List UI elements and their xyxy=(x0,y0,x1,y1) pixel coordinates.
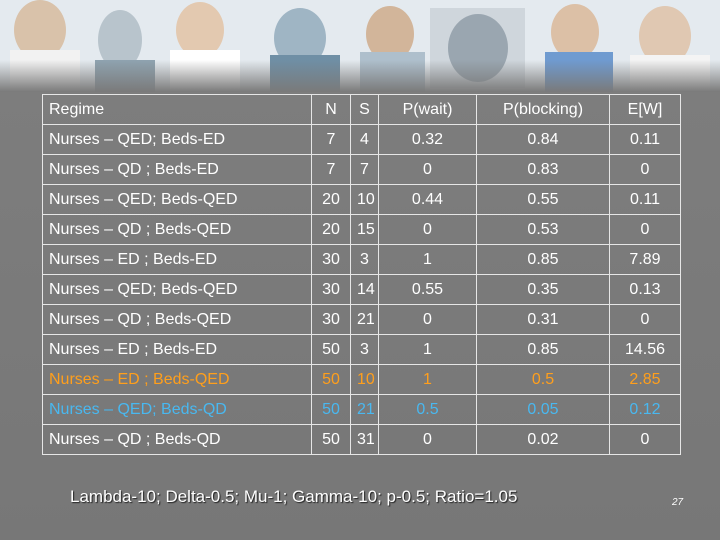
cell-p-blocking: 0.35 xyxy=(476,274,610,305)
header-s: S xyxy=(350,94,379,125)
cell-regime: Nurses – QD ; Beds-QED xyxy=(42,304,312,335)
cell-p-wait: 0 xyxy=(378,214,477,245)
cell-p-wait: 1 xyxy=(378,334,477,365)
cell-p-blocking: 0.02 xyxy=(476,424,610,455)
cell-p-blocking: 0.85 xyxy=(476,334,610,365)
cell-n: 50 xyxy=(311,364,351,395)
cell-s: 21 xyxy=(350,394,379,425)
cell-ew: 0.11 xyxy=(609,184,681,215)
cell-p-blocking: 0.31 xyxy=(476,304,610,335)
header-ew: E[W] xyxy=(609,94,681,125)
cell-n: 7 xyxy=(311,154,351,185)
cell-s: 15 xyxy=(350,214,379,245)
cell-p-wait: 0.32 xyxy=(378,124,477,155)
cell-p-wait: 0.44 xyxy=(378,184,477,215)
cell-p-wait: 1 xyxy=(378,244,477,275)
table-row: Nurses – QED; Beds-QED 30 14 0.55 0.35 0.13 xyxy=(42,274,681,305)
cell-ew: 14.56 xyxy=(609,334,681,365)
table-row: Nurses – ED ; Beds-QED 50 10 1 0.5 2.85 xyxy=(42,364,681,395)
cell-n: 30 xyxy=(311,274,351,305)
cell-n: 50 xyxy=(311,424,351,455)
table-row: Nurses – QED; Beds-QED 20 10 0.44 0.55 0.11 xyxy=(42,184,681,215)
header-n: N xyxy=(311,94,351,125)
cell-regime: Nurses – QED; Beds-ED xyxy=(42,124,312,155)
cell-s: 31 xyxy=(350,424,379,455)
cell-p-blocking: 0.83 xyxy=(476,154,610,185)
cell-regime: Nurses – QED; Beds-QED xyxy=(42,274,312,305)
regime-results-table: Regime N S P(wait) P(blocking) E[W] Nurs… xyxy=(42,94,681,455)
cell-n: 20 xyxy=(311,214,351,245)
cell-n: 50 xyxy=(311,334,351,365)
cell-p-wait: 0 xyxy=(378,304,477,335)
cell-regime: Nurses – QED; Beds-QED xyxy=(42,184,312,215)
table-row: Nurses – ED ; Beds-ED 30 3 1 0.85 7.89 xyxy=(42,244,681,275)
cell-p-blocking: 0.84 xyxy=(476,124,610,155)
cell-ew: 0.11 xyxy=(609,124,681,155)
cell-ew: 0 xyxy=(609,154,681,185)
header-photo-banner xyxy=(0,0,720,92)
cell-n: 20 xyxy=(311,184,351,215)
cell-regime: Nurses – ED ; Beds-ED xyxy=(42,244,312,275)
cell-ew: 0.13 xyxy=(609,274,681,305)
page-number: 27 xyxy=(672,497,684,508)
table-row: Nurses – QD ; Beds-QED 20 15 0 0.53 0 xyxy=(42,214,681,245)
cell-p-blocking: 0.85 xyxy=(476,244,610,275)
header-p-blocking: P(blocking) xyxy=(476,94,610,125)
table-row: Nurses – QED; Beds-QD 50 21 0.5 0.05 0.12 xyxy=(42,394,681,425)
cell-s: 3 xyxy=(350,334,379,365)
cell-ew: 2.85 xyxy=(609,364,681,395)
cell-ew: 0 xyxy=(609,424,681,455)
cell-n: 30 xyxy=(311,244,351,275)
table-row: Nurses – ED ; Beds-ED 50 3 1 0.85 14.56 xyxy=(42,334,681,365)
cell-s: 3 xyxy=(350,244,379,275)
cell-s: 7 xyxy=(350,154,379,185)
cell-p-wait: 1 xyxy=(378,364,477,395)
cell-p-blocking: 0.55 xyxy=(476,184,610,215)
table-header-row: Regime N S P(wait) P(blocking) E[W] xyxy=(42,94,681,125)
cell-p-wait: 0 xyxy=(378,424,477,455)
table-row: Nurses – QD ; Beds-ED 7 7 0 0.83 0 xyxy=(42,154,681,185)
cell-p-wait: 0 xyxy=(378,154,477,185)
cell-regime: Nurses – ED ; Beds-QED xyxy=(42,364,312,395)
cell-p-wait: 0.55 xyxy=(378,274,477,305)
cell-p-blocking: 0.53 xyxy=(476,214,610,245)
cell-s: 10 xyxy=(350,184,379,215)
cell-p-wait: 0.5 xyxy=(378,394,477,425)
table-row: Nurses – QD ; Beds-QED 30 21 0 0.31 0 xyxy=(42,304,681,335)
cell-ew: 7.89 xyxy=(609,244,681,275)
cell-regime: Nurses – QED; Beds-QD xyxy=(42,394,312,425)
cell-ew: 0 xyxy=(609,304,681,335)
cell-regime: Nurses – QD ; Beds-QD xyxy=(42,424,312,455)
cell-s: 10 xyxy=(350,364,379,395)
parameters-caption: Lambda-10; Delta-0.5; Mu-1; Gamma-10; p-… xyxy=(70,487,518,506)
header-p-wait: P(wait) xyxy=(378,94,477,125)
cell-s: 14 xyxy=(350,274,379,305)
cell-n: 7 xyxy=(311,124,351,155)
table-row: Nurses – QED; Beds-ED 7 4 0.32 0.84 0.11 xyxy=(42,124,681,155)
banner-fade xyxy=(0,60,720,92)
table-row: Nurses – QD ; Beds-QD 50 31 0 0.02 0 xyxy=(42,424,681,455)
header-regime: Regime xyxy=(42,94,312,125)
cell-ew: 0 xyxy=(609,214,681,245)
cell-n: 50 xyxy=(311,394,351,425)
cell-s: 4 xyxy=(350,124,379,155)
cell-n: 30 xyxy=(311,304,351,335)
cell-p-blocking: 0.5 xyxy=(476,364,610,395)
cell-regime: Nurses – QD ; Beds-QED xyxy=(42,214,312,245)
cell-regime: Nurses – ED ; Beds-ED xyxy=(42,334,312,365)
cell-regime: Nurses – QD ; Beds-ED xyxy=(42,154,312,185)
cell-ew: 0.12 xyxy=(609,394,681,425)
cell-s: 21 xyxy=(350,304,379,335)
cell-p-blocking: 0.05 xyxy=(476,394,610,425)
